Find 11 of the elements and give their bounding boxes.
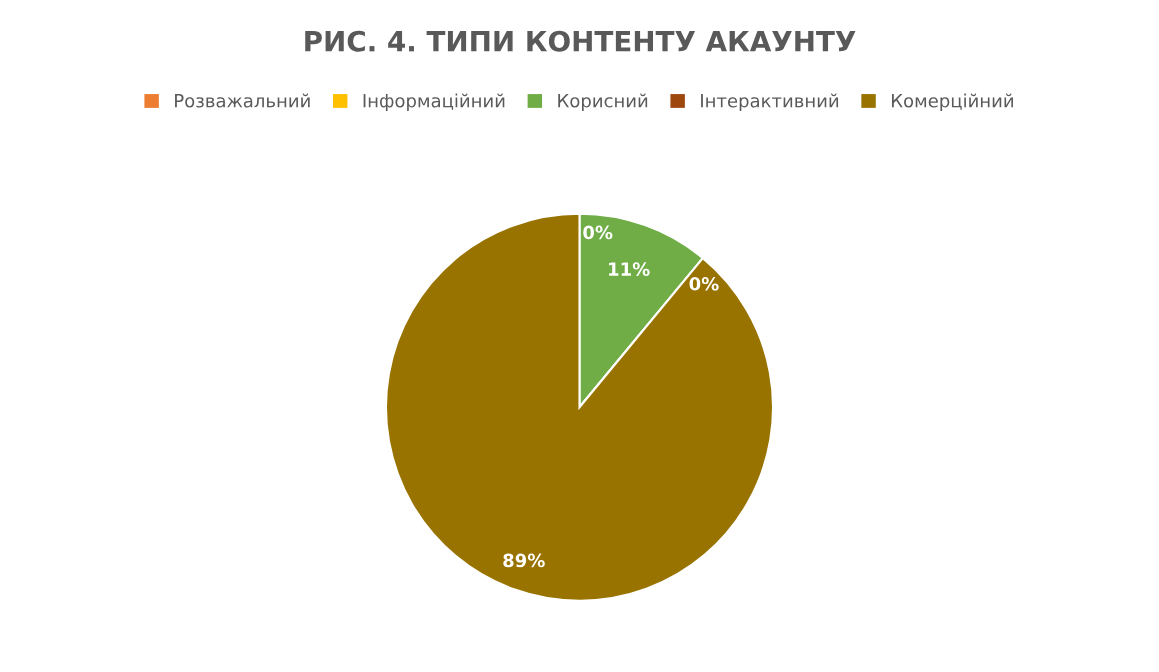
data-label: 89% <box>503 553 545 568</box>
legend-label: Розважальний <box>175 93 310 108</box>
legend-label: Корисний <box>558 93 648 111</box>
legend-label: Комерційний <box>892 93 1013 111</box>
chart-title: РИС. 4. ТИПИ КОНТЕНТУ АКАУНТУ <box>305 30 856 52</box>
text: 0% <box>689 276 719 291</box>
pie-slice <box>384 212 775 602</box>
legend-label: Інформаційний <box>363 93 505 111</box>
text: 0% <box>583 225 613 240</box>
data-label: 11% <box>609 262 650 276</box>
legend-label: Інтерактивний <box>701 93 839 111</box>
